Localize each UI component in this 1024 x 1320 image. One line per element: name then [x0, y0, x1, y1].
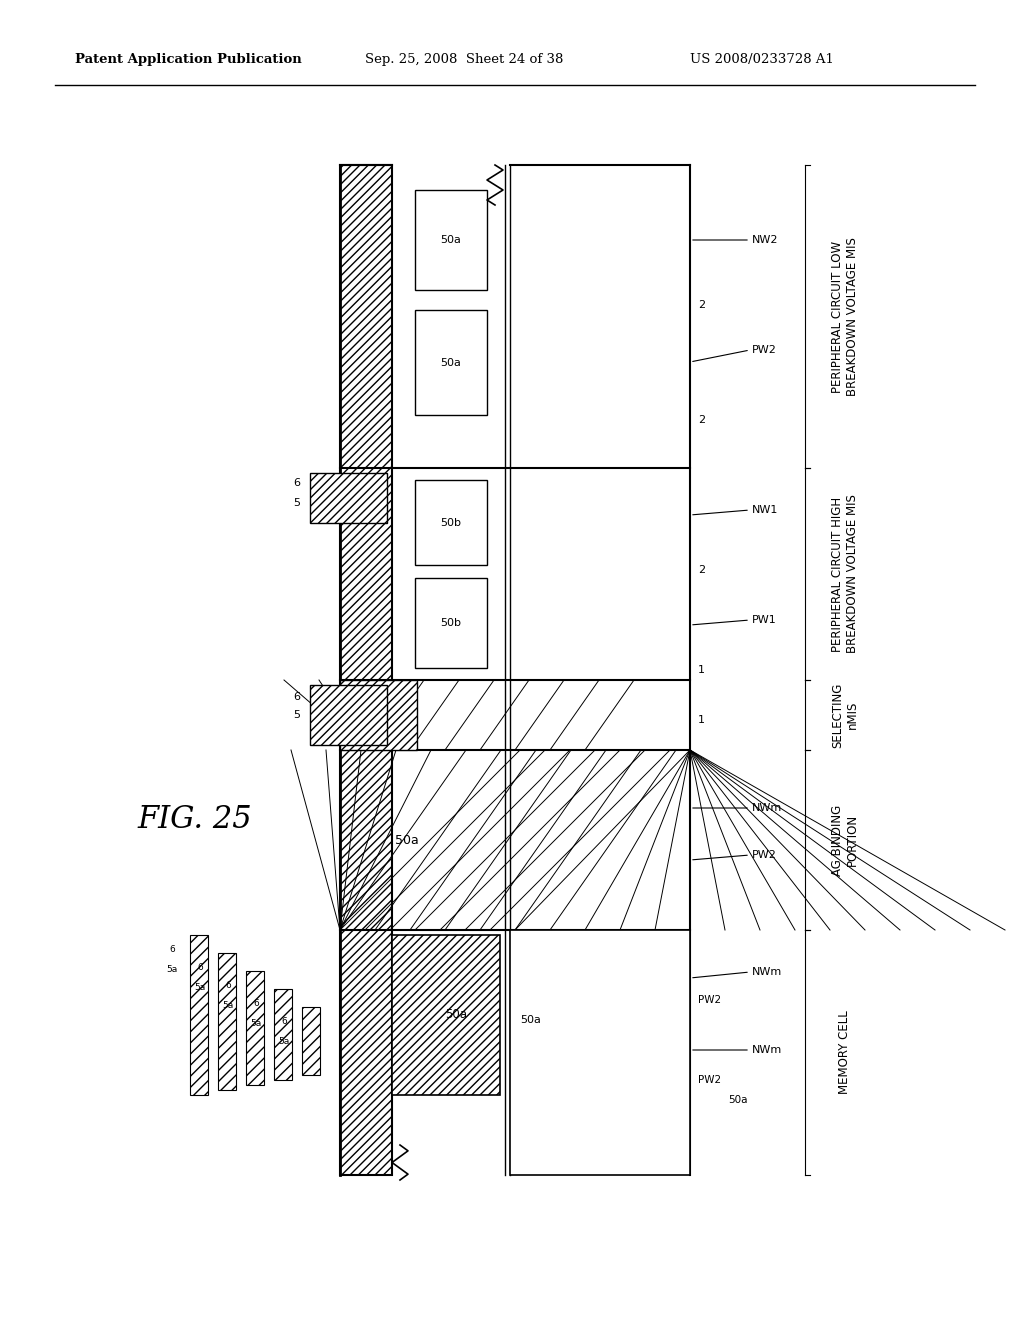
Text: 6: 6	[225, 982, 230, 990]
Text: 50b: 50b	[440, 618, 462, 628]
Text: PW2: PW2	[752, 345, 777, 355]
Text: 5: 5	[293, 498, 300, 508]
Text: 2: 2	[698, 414, 706, 425]
Text: 5: 5	[293, 710, 300, 719]
Text: 5a: 5a	[166, 965, 177, 974]
Text: 50b: 50b	[440, 517, 462, 528]
Bar	[302, 1007, 319, 1074]
Bar	[415, 480, 487, 565]
Text: NWm: NWm	[752, 1045, 782, 1055]
Text: MEMORY CELL: MEMORY CELL	[839, 1011, 852, 1094]
Text: PW1: PW1	[752, 615, 777, 624]
Text: FIG. 25: FIG. 25	[137, 804, 252, 836]
Bar	[246, 972, 264, 1085]
Text: PERIPHERAL CIRCUIT HIGH
BREAKDOWN VOLTAGE MIS: PERIPHERAL CIRCUIT HIGH BREAKDOWN VOLTAG…	[831, 495, 859, 653]
Text: 50a: 50a	[440, 235, 462, 246]
Text: 6: 6	[169, 945, 175, 954]
Text: PERIPHERAL CIRCUIT LOW
BREAKDOWN VOLTAGE MIS: PERIPHERAL CIRCUIT LOW BREAKDOWN VOLTAGE…	[831, 238, 859, 396]
Text: 6: 6	[282, 1018, 287, 1027]
Text: SELECTING
nMIS: SELECTING nMIS	[831, 682, 859, 747]
Text: AG BINDING
PORTION: AG BINDING PORTION	[831, 804, 859, 875]
Bar	[218, 953, 236, 1090]
Text: 6: 6	[293, 478, 300, 488]
Text: 50a: 50a	[395, 833, 419, 846]
Bar	[190, 935, 208, 1096]
Text: 6: 6	[293, 692, 300, 702]
Bar	[392, 935, 500, 1096]
Text: 2: 2	[698, 300, 706, 310]
Text: PW2: PW2	[752, 850, 777, 861]
Text: 50a: 50a	[728, 1096, 748, 1105]
Bar	[274, 989, 292, 1080]
Bar	[415, 310, 487, 414]
Text: 5a: 5a	[222, 1002, 233, 1011]
Text: 2: 2	[698, 565, 706, 576]
Bar	[340, 680, 417, 750]
Text: NW1: NW1	[752, 506, 778, 515]
Bar	[510, 165, 690, 1175]
Bar	[310, 473, 387, 523]
Text: 1: 1	[698, 715, 705, 725]
Bar	[510, 931, 690, 1175]
Text: 50a: 50a	[520, 1015, 541, 1026]
Text: Sep. 25, 2008  Sheet 24 of 38: Sep. 25, 2008 Sheet 24 of 38	[365, 54, 563, 66]
Text: NWm: NWm	[752, 803, 782, 813]
Bar	[310, 685, 387, 744]
Text: PW2: PW2	[698, 995, 721, 1005]
Text: 6: 6	[253, 999, 259, 1008]
Text: 6: 6	[198, 964, 203, 973]
Text: PW2: PW2	[698, 1074, 721, 1085]
Text: 5a: 5a	[195, 983, 206, 993]
Text: NW2: NW2	[752, 235, 778, 246]
Text: 50a: 50a	[440, 358, 462, 367]
Text: NWm: NWm	[752, 968, 782, 977]
Text: 5a: 5a	[251, 1019, 261, 1028]
Bar	[415, 578, 487, 668]
Text: US 2008/0233728 A1: US 2008/0233728 A1	[690, 54, 834, 66]
Text: Patent Application Publication: Patent Application Publication	[75, 54, 302, 66]
Text: 50a: 50a	[445, 1008, 467, 1022]
Bar	[415, 190, 487, 290]
Bar	[340, 165, 392, 1175]
Text: 1: 1	[698, 665, 705, 675]
Text: 5a: 5a	[279, 1038, 290, 1047]
